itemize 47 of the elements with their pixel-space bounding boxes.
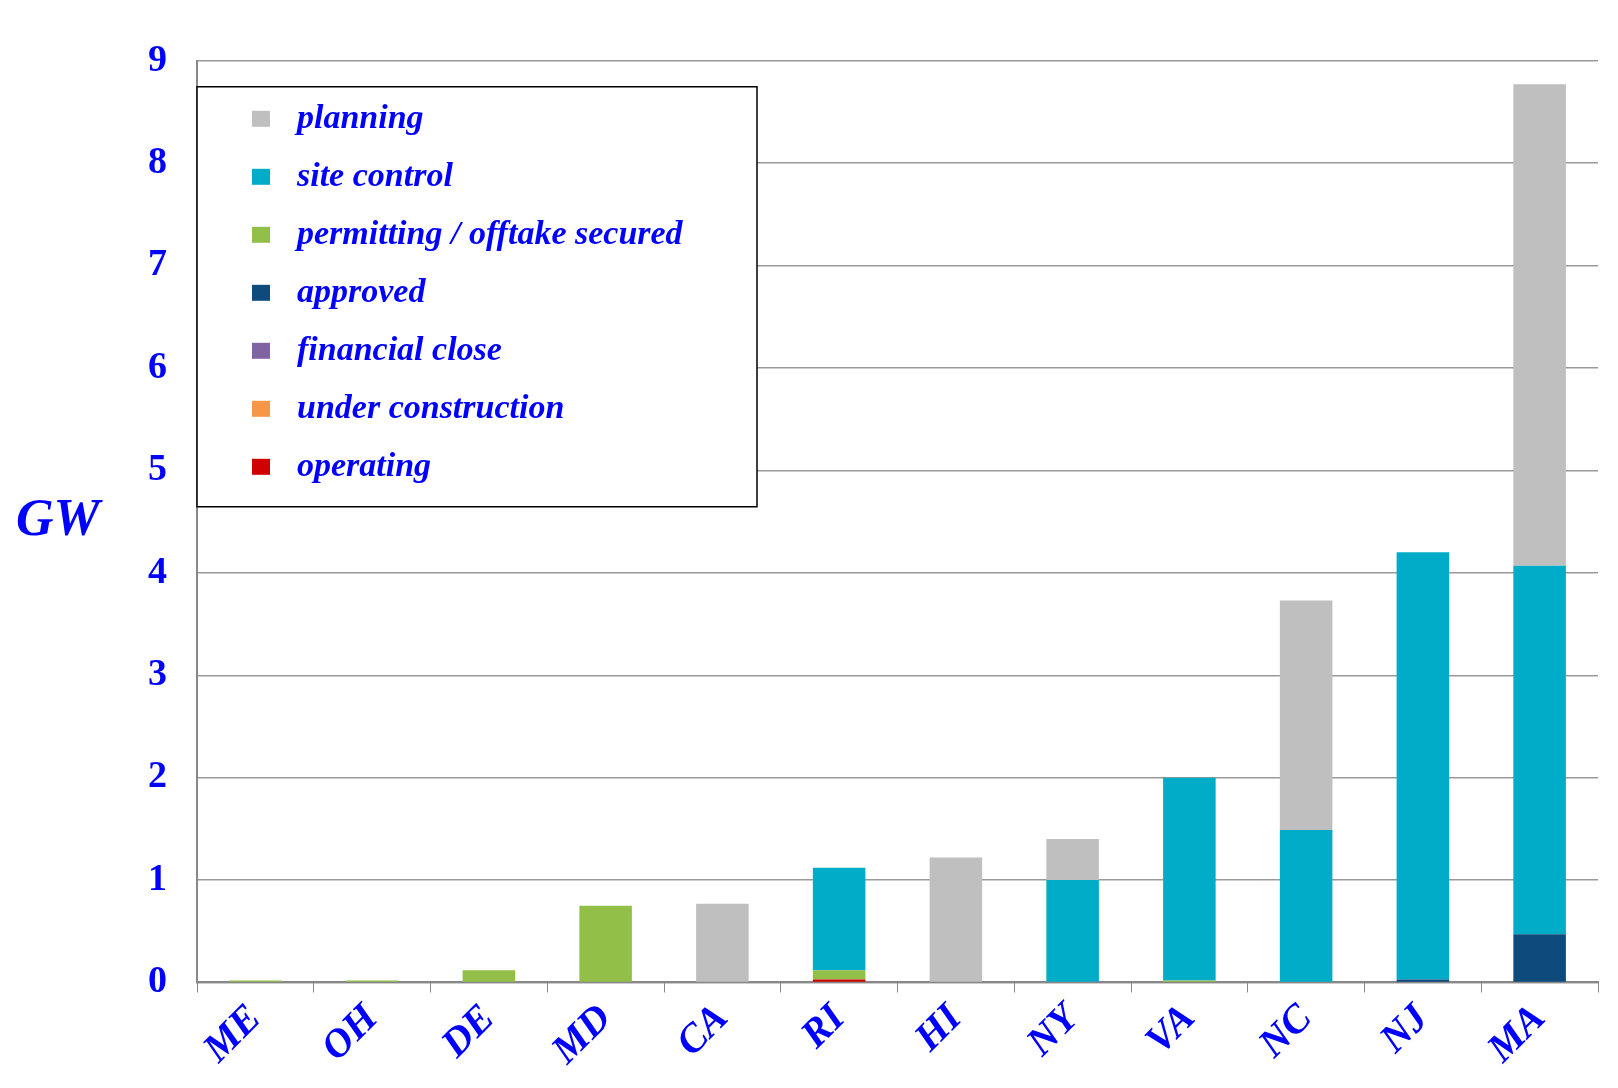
legend-label: operating xyxy=(297,445,432,483)
legend-label: planning xyxy=(294,97,424,135)
legend-label: permitting / offtake secured xyxy=(294,213,684,251)
bar xyxy=(929,857,983,982)
y-tick-label: 4 xyxy=(148,548,167,591)
bar xyxy=(579,905,632,982)
bar xyxy=(1396,979,1450,982)
y-tick-label: 5 xyxy=(148,446,167,489)
bar xyxy=(1046,839,1099,881)
y-tick-label: 6 xyxy=(148,343,167,386)
x-tick-label: MD xyxy=(541,994,620,1073)
x-tick-label: NC xyxy=(1247,993,1321,1067)
x-tick-label: HI xyxy=(904,993,971,1060)
y-tick-label: 2 xyxy=(148,753,167,796)
bar xyxy=(1046,880,1099,982)
x-tick-label: VA xyxy=(1135,994,1204,1062)
x-tick-label: ME xyxy=(192,994,270,1071)
x-tick-label: MA xyxy=(1476,994,1554,1071)
bar xyxy=(462,970,516,982)
bar xyxy=(812,979,866,982)
y-tick-label: 3 xyxy=(148,651,167,694)
y-tick-label: 1 xyxy=(148,855,167,898)
x-tick-label: NJ xyxy=(1369,992,1438,1062)
bar xyxy=(1513,84,1566,566)
y-axis-title: GW xyxy=(16,489,104,547)
legend-label: under construction xyxy=(297,387,565,425)
x-tick-label: DE xyxy=(430,994,503,1067)
bar xyxy=(1513,934,1566,982)
bar xyxy=(812,867,866,971)
y-tick-label: 7 xyxy=(148,241,167,284)
bar xyxy=(1279,600,1333,830)
bar xyxy=(1513,565,1566,935)
bar xyxy=(1279,829,1333,982)
x-tick-label: OH xyxy=(311,992,388,1069)
x-tick-label: RI xyxy=(790,993,854,1057)
legend-label: financial close xyxy=(297,329,502,367)
bar xyxy=(1396,552,1450,980)
bar xyxy=(696,903,749,982)
bar xyxy=(1163,777,1216,981)
y-tick-label: 0 xyxy=(148,958,167,1001)
x-tick-label: NY xyxy=(1016,991,1089,1065)
bar xyxy=(812,970,866,980)
x-tick-label: CA xyxy=(666,994,737,1064)
y-tick-label: 9 xyxy=(148,36,167,79)
legend-label: approved xyxy=(297,271,427,309)
legend-label: site control xyxy=(296,155,454,193)
y-tick-label: 8 xyxy=(148,139,167,182)
